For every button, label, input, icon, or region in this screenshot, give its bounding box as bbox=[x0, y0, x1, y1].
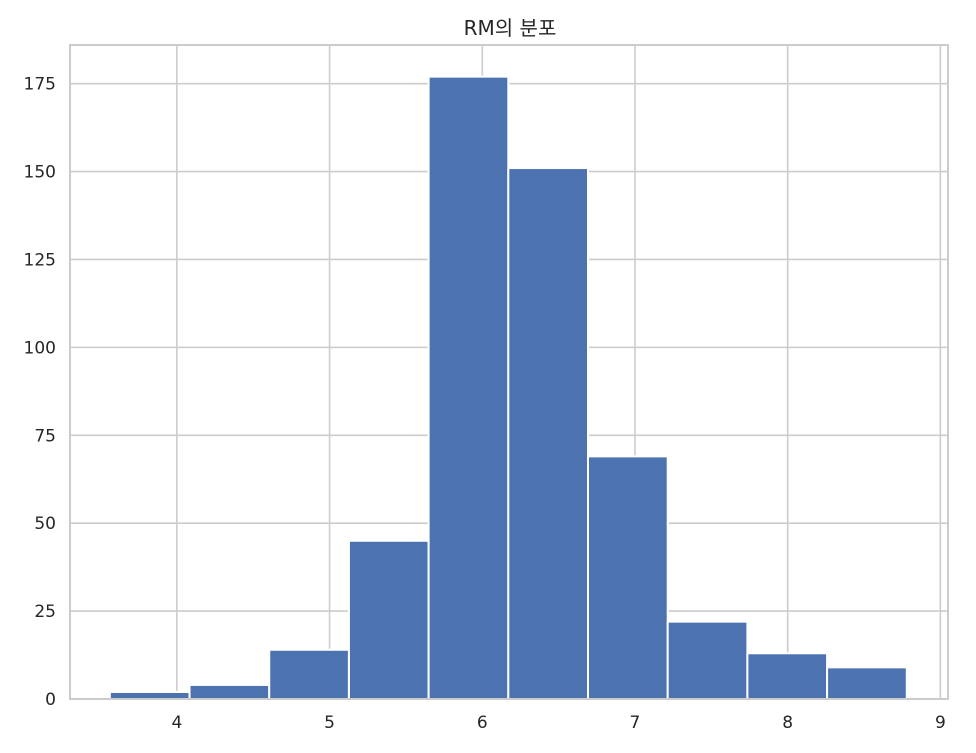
x-tick-label: 4 bbox=[171, 713, 182, 733]
histogram-bar bbox=[746, 652, 829, 701]
histogram-bar bbox=[666, 620, 749, 700]
y-tick-label: 75 bbox=[34, 426, 56, 446]
y-tick-label: 25 bbox=[34, 602, 56, 622]
y-tick-label: 100 bbox=[24, 338, 56, 358]
y-tick-label: 50 bbox=[34, 514, 56, 534]
histogram-bar bbox=[427, 75, 510, 701]
histogram-bar bbox=[347, 539, 430, 700]
histogram-bar bbox=[507, 167, 590, 700]
y-tick-label: 175 bbox=[24, 75, 56, 95]
chart-title: RM의 분포 bbox=[464, 16, 557, 40]
x-tick-label: 9 bbox=[935, 713, 946, 733]
histogram-bar bbox=[108, 690, 191, 700]
x-tick-label: 8 bbox=[782, 713, 793, 733]
y-tick-label: 150 bbox=[24, 163, 56, 183]
x-tick-label: 5 bbox=[324, 713, 335, 733]
histogram-bar bbox=[587, 455, 669, 700]
histogram-bar bbox=[188, 683, 271, 701]
histogram-bar bbox=[826, 666, 908, 701]
x-axis-ticks: 4 5 6 7 8 9 bbox=[171, 713, 945, 733]
x-tick-label: 6 bbox=[477, 713, 488, 733]
plot-area-frame bbox=[69, 44, 949, 700]
y-axis-ticks: 0 25 50 75 100 125 150 175 bbox=[24, 75, 56, 710]
x-tick-label: 7 bbox=[630, 713, 641, 733]
y-tick-label: 0 bbox=[45, 690, 56, 710]
histogram-bar bbox=[268, 648, 350, 700]
y-tick-label: 125 bbox=[24, 250, 56, 270]
